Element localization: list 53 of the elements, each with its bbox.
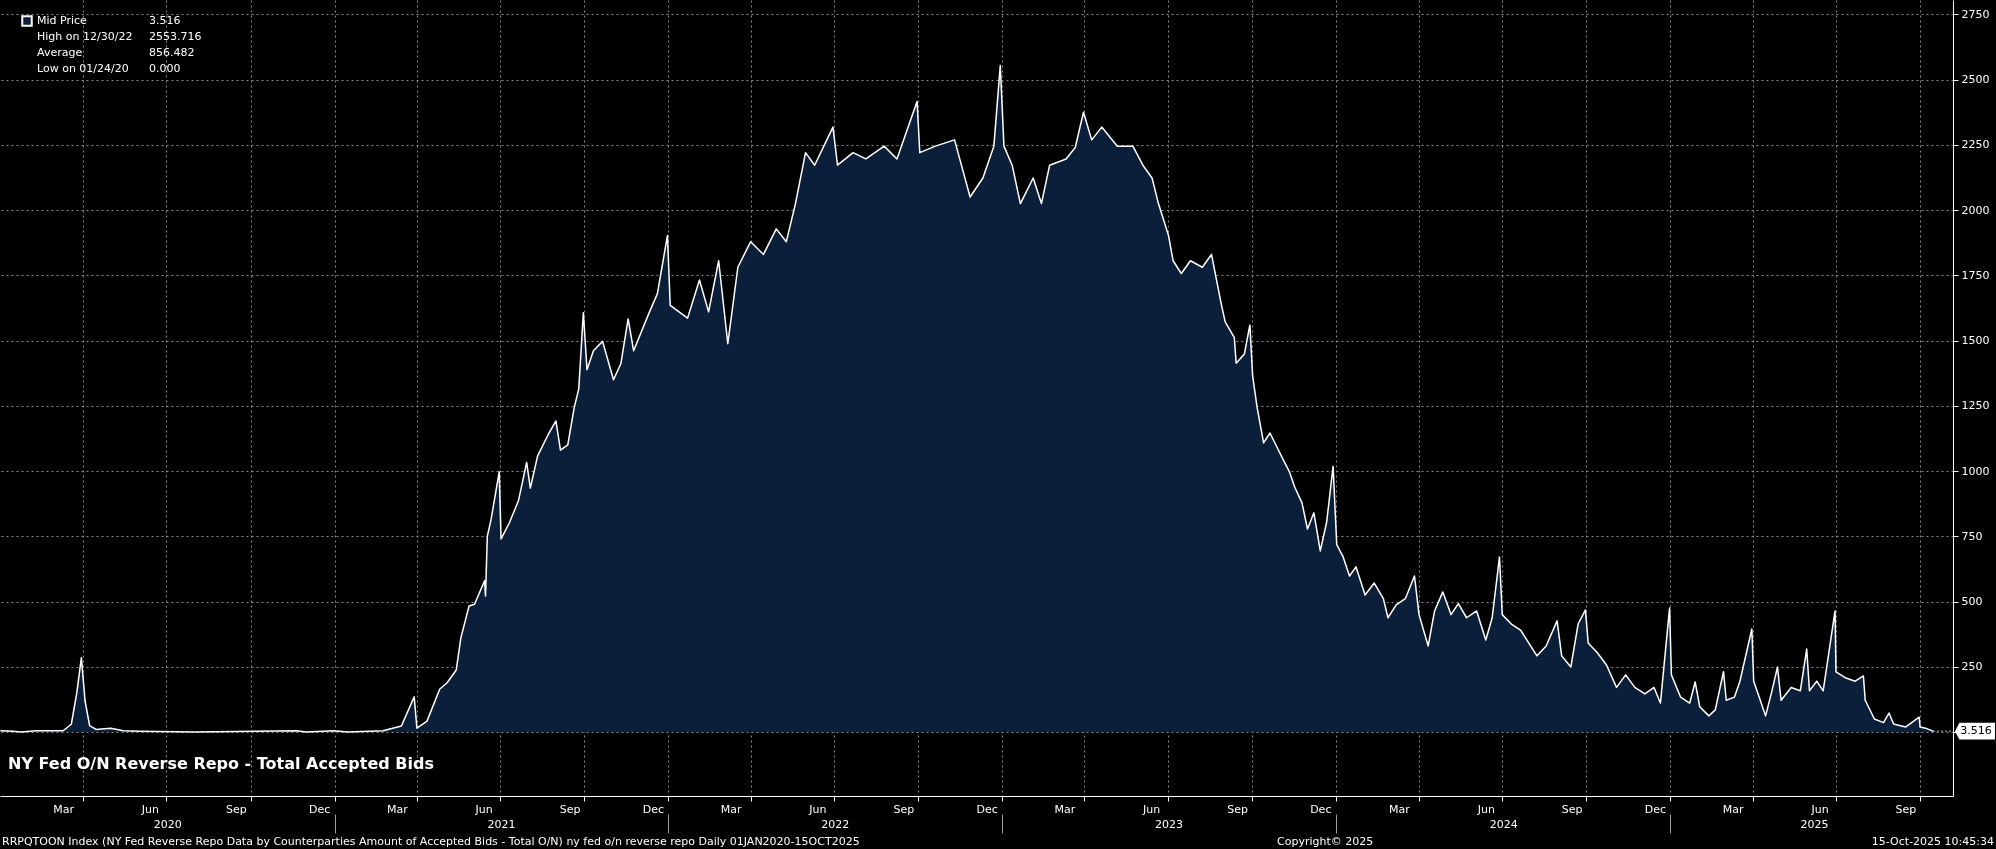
- text: 15-Oct-2025 10:45:34: [1871, 835, 1994, 848]
- x2-tick-label: 2021: [487, 817, 516, 831]
- annotation: 0.000: [149, 62, 181, 75]
- y-tick-label: 500: [1961, 595, 1983, 609]
- x2-tick-label: 2023: [1155, 817, 1184, 831]
- x-tick-label: Jun: [1476, 802, 1495, 816]
- x-tick-label: Sep: [559, 802, 581, 816]
- x2-tick-label: 2025: [1800, 817, 1829, 831]
- x-tick-label: Jun: [1142, 802, 1161, 816]
- y-tick-label: 2000: [1961, 203, 1990, 217]
- text: NY Fed O/N Reverse Repo - Total Accepted Bids: [8, 754, 434, 773]
- x-tick-label: Dec: [1644, 802, 1667, 816]
- y-tick-label: 1500: [1961, 334, 1990, 348]
- annotation: Low on 01/24/20: [37, 62, 129, 75]
- y-tick-label: 1250: [1961, 399, 1990, 413]
- y-tick-label: 250: [1961, 660, 1983, 674]
- x-tick-label: Sep: [226, 802, 247, 816]
- x-tick-label: Dec: [308, 802, 331, 816]
- annotation: Average: [37, 46, 83, 59]
- legend-label: Mid Price: [37, 14, 88, 27]
- text: RRPQTOON Index (NY Fed Reverse Repo Data by Counterparties Amount of Accepted Bids - Total O/N) ny fed o/n reverse repo Daily 01JAN2020-15OCT2025: [2, 835, 860, 848]
- x-tick-label: Mar: [386, 802, 409, 816]
- annotation: 3.516: [1960, 724, 1992, 738]
- x-tick-label: Jun: [140, 802, 160, 816]
- x-tick-label: Dec: [976, 802, 998, 816]
- annotation: 856.482: [149, 46, 195, 59]
- y-tick-label: 1750: [1961, 268, 1990, 282]
- x-tick-label: Sep: [1561, 802, 1583, 816]
- y-tick-label: 1000: [1961, 464, 1990, 478]
- x2-tick-label: 2022: [821, 817, 850, 831]
- x-tick-label: Sep: [893, 802, 915, 816]
- annotation: 3.516: [149, 14, 181, 27]
- x-tick-label: Jun: [1810, 802, 1829, 816]
- y-tick-label: 2500: [1961, 73, 1990, 87]
- y-tick-label: 2750: [1961, 7, 1990, 21]
- x-tick-label: Jun: [808, 802, 827, 816]
- y-tick-label: 750: [1961, 529, 1983, 543]
- x2-tick-label: 2024: [1489, 817, 1518, 831]
- x2-tick-label: 2020: [153, 817, 182, 831]
- x-tick-label: Mar: [53, 802, 75, 816]
- x-tick-label: Mar: [1722, 802, 1744, 816]
- x-tick-label: Dec: [642, 802, 664, 816]
- x-tick-label: Mar: [720, 802, 742, 816]
- text: Copyright© 2025: [1277, 835, 1374, 848]
- y-tick-label: 2250: [1961, 138, 1990, 152]
- x-tick-label: Mar: [1389, 802, 1411, 816]
- annotation: High on 12/30/22: [37, 30, 133, 43]
- x-tick-label: Sep: [1227, 802, 1248, 816]
- x-tick-label: Sep: [1895, 802, 1917, 816]
- x-tick-label: Dec: [1310, 802, 1332, 816]
- annotation: 2553.716: [149, 30, 202, 43]
- x-tick-label: Mar: [1054, 802, 1076, 816]
- x-tick-label: Jun: [474, 802, 493, 816]
